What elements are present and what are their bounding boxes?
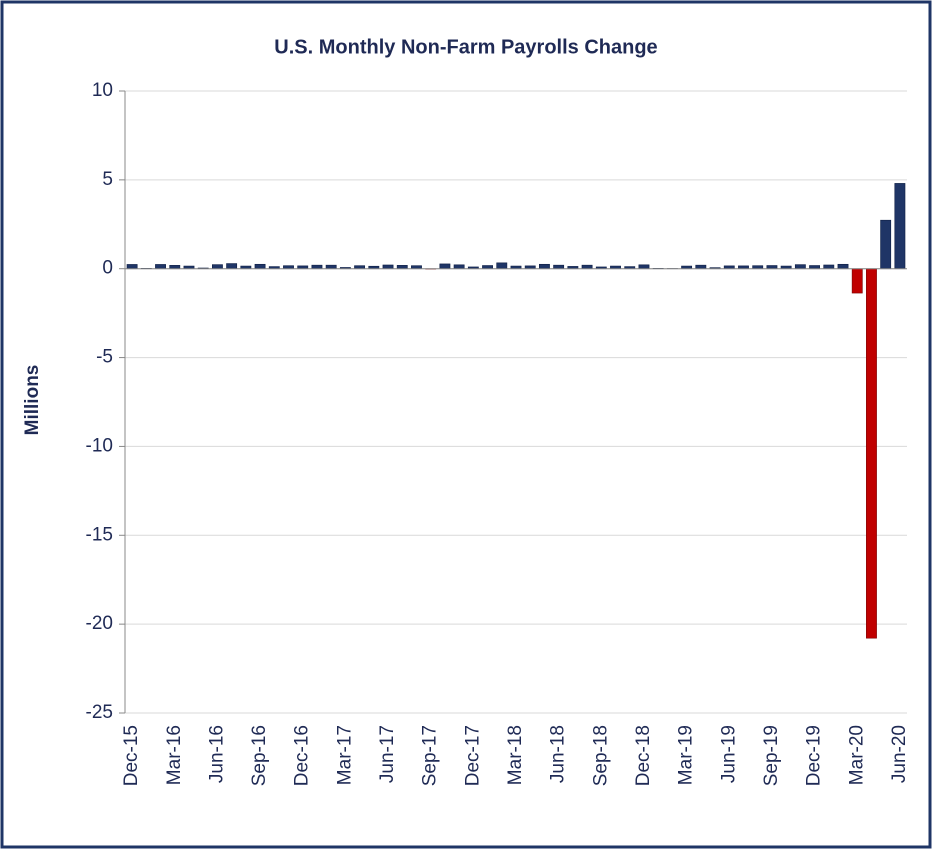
x-tick-label: Jun-18	[548, 725, 569, 783]
y-axis-label: Millions	[22, 365, 43, 436]
y-tick-label: -25	[86, 702, 113, 723]
bar	[581, 264, 593, 270]
bar	[311, 264, 323, 270]
x-tick-label: Dec-18	[633, 725, 654, 786]
x-tick-label: Mar-16	[164, 725, 185, 785]
bar	[695, 264, 707, 270]
x-tick-label: Sep-18	[590, 725, 611, 786]
bar	[851, 268, 863, 294]
x-tick-label: Mar-20	[846, 725, 867, 785]
x-tick-label: Jun-20	[889, 725, 910, 783]
bar	[254, 263, 266, 270]
y-tick-label: 0	[102, 258, 113, 279]
bar	[169, 265, 181, 270]
x-tick-label: Sep-19	[761, 725, 782, 786]
x-tick-label: Dec-17	[462, 725, 483, 786]
y-tick-label: -10	[86, 435, 113, 456]
bar	[539, 263, 550, 270]
x-tick-label: Dec-19	[804, 725, 825, 786]
y-tick-label: -15	[86, 524, 113, 545]
x-tick-label: Sep-17	[420, 725, 441, 786]
bar	[453, 264, 465, 270]
bar	[553, 264, 565, 270]
chart-title: U.S. Monthly Non-Farm Payrolls Change	[274, 36, 657, 58]
x-tick-label: Jun-16	[206, 725, 227, 783]
bar	[226, 263, 238, 270]
x-tick-label: Jun-17	[377, 725, 398, 783]
x-tick-label: Mar-18	[505, 725, 526, 785]
bar	[325, 264, 337, 270]
bar	[866, 268, 877, 639]
x-tick-label: Dec-15	[121, 725, 142, 786]
y-tick-label: -20	[86, 613, 113, 634]
bar	[823, 264, 835, 270]
bar	[396, 265, 408, 270]
y-tick-label: 10	[92, 80, 113, 101]
x-tick-label: Mar-19	[676, 725, 697, 785]
bar	[894, 183, 906, 270]
bar	[382, 264, 394, 270]
x-tick-label: Sep-16	[249, 725, 270, 786]
bar	[638, 264, 650, 270]
x-tick-label: Mar-17	[334, 725, 355, 785]
bar	[126, 264, 138, 270]
x-tick-label: Jun-19	[718, 725, 739, 783]
bar	[794, 264, 806, 270]
y-tick-label: 5	[102, 169, 113, 190]
bar	[155, 264, 166, 270]
bar	[439, 263, 451, 270]
y-tick-label: -5	[96, 347, 113, 368]
bar	[837, 263, 849, 270]
x-tick-label: Dec-16	[292, 725, 313, 786]
bar	[496, 262, 508, 270]
bar	[211, 264, 223, 270]
bar	[880, 219, 892, 270]
